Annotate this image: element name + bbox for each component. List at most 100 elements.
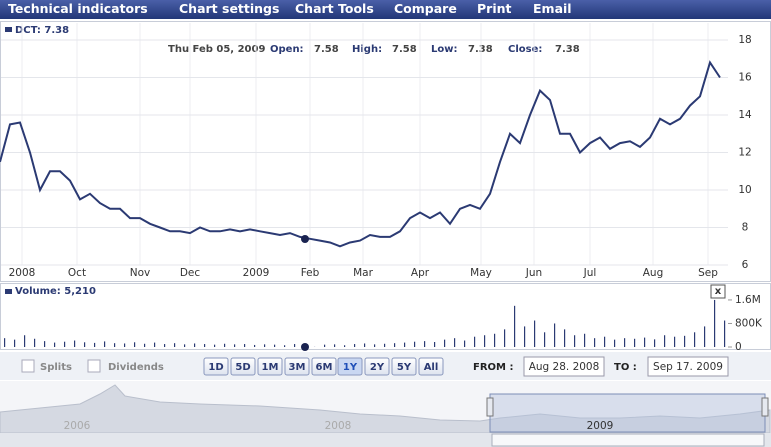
volume-bar bbox=[454, 338, 456, 347]
volume-bar bbox=[174, 343, 176, 347]
volume-bar bbox=[204, 344, 206, 347]
range-button-label: 1D bbox=[208, 362, 223, 373]
x-tick-label: Apr bbox=[411, 267, 430, 279]
scrollbar-thumb[interactable] bbox=[491, 433, 765, 447]
navigator-selection[interactable] bbox=[489, 393, 766, 433]
menu-item[interactable]: Compare bbox=[394, 1, 457, 16]
y-tick-label: 12 bbox=[738, 147, 751, 159]
volume-bar bbox=[424, 341, 426, 347]
range-button[interactable] bbox=[311, 357, 337, 376]
y-tick-label: 18 bbox=[738, 34, 751, 46]
volume-bar bbox=[644, 337, 646, 347]
price-line bbox=[0, 60, 721, 248]
volume-bar bbox=[344, 345, 346, 347]
volume-bar bbox=[154, 342, 156, 347]
volume-bar bbox=[214, 344, 216, 347]
volume-bar bbox=[714, 299, 716, 347]
volume-bar bbox=[654, 339, 656, 347]
volume-bar bbox=[544, 332, 546, 347]
to-input[interactable] bbox=[647, 356, 729, 377]
volume-bar bbox=[474, 336, 476, 347]
volume-bar bbox=[294, 344, 296, 347]
volume-bar bbox=[684, 335, 686, 347]
volume-bar bbox=[564, 329, 566, 347]
range-button[interactable] bbox=[203, 357, 229, 376]
range-button[interactable] bbox=[391, 357, 417, 376]
volume-bar bbox=[44, 341, 46, 347]
volume-legend: Volume: 5,210 bbox=[15, 286, 96, 297]
y-tick-label: 800K bbox=[735, 317, 763, 329]
x-tick-label: May bbox=[470, 267, 492, 279]
volume-bar bbox=[634, 338, 636, 347]
volume-bar bbox=[444, 339, 446, 347]
from-value: Aug 28. 2008 bbox=[529, 361, 600, 373]
volume-bar bbox=[274, 344, 276, 347]
range-button-label: 2Y bbox=[370, 362, 385, 373]
to-label: TO : bbox=[614, 362, 637, 373]
volume-bar bbox=[24, 335, 26, 347]
volume-bar bbox=[264, 344, 266, 347]
volume-bar bbox=[604, 336, 606, 347]
navigator-label: 2008 bbox=[325, 420, 352, 432]
range-button[interactable] bbox=[337, 357, 363, 376]
from-input[interactable] bbox=[523, 356, 605, 377]
range-button-label: 1Y bbox=[343, 362, 358, 373]
close-button[interactable] bbox=[710, 284, 726, 299]
menu-item[interactable]: Email bbox=[533, 1, 572, 16]
volume-bar bbox=[224, 343, 226, 347]
menu-item[interactable]: Print bbox=[477, 1, 512, 16]
range-button[interactable] bbox=[230, 357, 256, 376]
from-label: FROM : bbox=[473, 362, 513, 373]
volume-bar bbox=[364, 343, 366, 347]
price-panel bbox=[0, 21, 771, 282]
volume-bar bbox=[124, 343, 126, 347]
menu-item[interactable]: Chart Tools bbox=[295, 1, 374, 16]
navigator-label: 2009 bbox=[587, 420, 614, 432]
volume-bar bbox=[134, 342, 136, 347]
menu-item[interactable]: Technical indicators bbox=[8, 1, 148, 16]
range-button-label: 6M bbox=[316, 362, 333, 373]
volume-bar bbox=[54, 342, 56, 347]
volume-bar bbox=[384, 343, 386, 347]
volume-bar bbox=[334, 344, 336, 347]
to-value: Sep 17. 2009 bbox=[653, 361, 723, 373]
range-button[interactable] bbox=[418, 357, 444, 376]
close-icon[interactable]: x bbox=[715, 286, 722, 297]
volume-bar bbox=[464, 340, 466, 347]
tooltip-date: Thu Feb 05, 2009 bbox=[168, 44, 265, 55]
tooltip-label: Low: bbox=[431, 44, 457, 55]
volume-bar bbox=[164, 344, 166, 347]
tooltip-value: 7.38 bbox=[555, 44, 580, 55]
volume-bar bbox=[674, 336, 676, 347]
x-tick-label: Sep bbox=[698, 267, 718, 279]
volume-bar bbox=[504, 329, 506, 347]
volume-bar bbox=[694, 332, 696, 347]
checkbox[interactable] bbox=[21, 359, 35, 373]
range-button-label: 1M bbox=[262, 362, 279, 373]
hover-marker bbox=[301, 235, 309, 243]
volume-bar bbox=[434, 342, 436, 347]
navigator-handle[interactable] bbox=[761, 397, 769, 417]
volume-bar bbox=[104, 341, 106, 347]
menu-item[interactable]: Chart settings bbox=[179, 1, 279, 16]
x-tick-label: 2009 bbox=[243, 267, 270, 279]
volume-bar bbox=[144, 343, 146, 347]
volume-bar bbox=[114, 343, 116, 347]
range-button[interactable] bbox=[364, 357, 390, 376]
tooltip-label: Open: bbox=[270, 44, 304, 55]
range-button[interactable] bbox=[257, 357, 283, 376]
x-tick-label: Dec bbox=[180, 267, 201, 279]
range-button[interactable] bbox=[284, 357, 310, 376]
y-tick-label: 8 bbox=[742, 222, 749, 234]
navigator-handle[interactable] bbox=[486, 397, 494, 417]
volume-bar bbox=[184, 344, 186, 347]
volume-bar bbox=[374, 344, 376, 347]
x-tick-label: Mar bbox=[353, 267, 373, 279]
x-tick-label: 2008 bbox=[9, 267, 36, 279]
volume-bar bbox=[554, 323, 556, 347]
checkbox[interactable] bbox=[87, 359, 101, 373]
volume-bar bbox=[14, 339, 16, 347]
volume-bar bbox=[284, 345, 286, 347]
volume-bar bbox=[354, 344, 356, 347]
